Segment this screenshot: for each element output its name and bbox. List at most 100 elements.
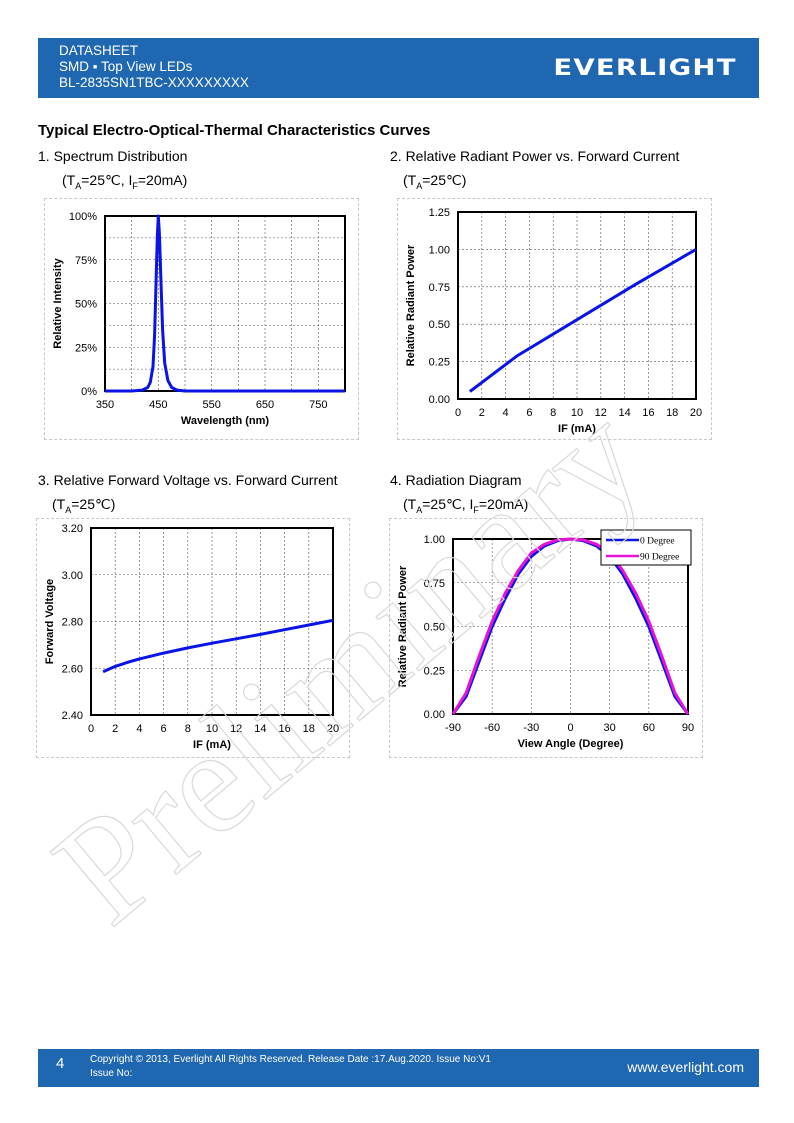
x-tick-label: 450: [149, 399, 167, 411]
website-link[interactable]: www.everlight.com: [627, 1059, 744, 1075]
y-tick-label: 75%: [75, 255, 97, 267]
x-tick-label: 18: [303, 723, 315, 735]
y-tick-label: 0.25: [429, 357, 450, 369]
x-tick-label: 6: [161, 723, 167, 735]
x-axis-label: View Angle (Degree): [518, 738, 624, 750]
header-product-line: SMD ▪ Top View LEDs: [59, 59, 193, 74]
x-tick-label: 14: [254, 723, 266, 735]
x-tick-label: 550: [202, 399, 220, 411]
header-text: DATASHEET SMD ▪ Top View LEDs BL-2835SN1…: [59, 43, 249, 91]
x-tick-label: 12: [230, 723, 242, 735]
x-tick-label: 12: [595, 407, 607, 419]
y-axis-label: Forward Voltage: [44, 579, 56, 664]
y-tick-label: 1.25: [429, 207, 450, 219]
legend-box: [600, 529, 692, 566]
copyright-text: Copyright © 2013, Everlight All Rights R…: [90, 1054, 491, 1065]
x-tick-label: 16: [278, 723, 290, 735]
x-tick-label: 14: [618, 407, 630, 419]
spectrum-chart: 350 450 550 650 750 0% 25% 50% 75% 100% Wavelength…: [44, 198, 359, 440]
y-tick-label: 3.20: [62, 523, 83, 535]
x-tick-label: 2: [479, 407, 485, 419]
y-tick-label: 0.75: [429, 282, 450, 294]
chart1-conditions: (TA=25℃, IF=20mA): [62, 172, 188, 191]
x-tick-label: 0: [567, 722, 573, 734]
legend-label: 0 Degree: [640, 537, 675, 547]
chart3-conditions: (TA=25℃): [52, 496, 116, 515]
x-tick-label: 8: [550, 407, 556, 419]
forward-voltage-chart-svg: 0 2 4 6 8 10 12 14 16 18 20 2.40 2.60 2.80 3.00 3.20 IF …: [44, 523, 339, 751]
issue-number: Issue No:: [90, 1068, 133, 1079]
y-tick-label: 0.75: [424, 578, 445, 590]
x-tick-label: 20: [690, 407, 702, 419]
chart-legend: 0 Degree 90 Degree: [600, 529, 692, 566]
radiant-power-chart: 0 2 4 6 8 10 12 14 16 18 20 0.00 0.25 0.50 0.75 1.00 1.2…: [397, 198, 712, 440]
x-tick-label: 10: [571, 407, 583, 419]
series-line: [468, 248, 697, 393]
chart3-title: 3. Relative Forward Voltage vs. Forward …: [38, 472, 338, 488]
series-line: [105, 214, 345, 393]
chart2-title: 2. Relative Radiant Power vs. Forward Cu…: [390, 148, 680, 164]
x-tick-label: 4: [503, 407, 509, 419]
x-tick-label: 650: [256, 399, 274, 411]
series-line: [102, 618, 334, 674]
page-header: DATASHEET SMD ▪ Top View LEDs BL-2835SN1…: [38, 38, 759, 98]
x-tick-label: 60: [643, 722, 655, 734]
x-tick-label: 90: [682, 722, 694, 734]
y-tick-label: 0.00: [424, 709, 445, 721]
forward-voltage-chart: 0 2 4 6 8 10 12 14 16 18 20 2.40 2.60 2.80 3.00 3.20 IF …: [36, 518, 350, 758]
x-axis-label: IF (mA): [558, 423, 596, 435]
y-tick-label: 0.25: [424, 665, 445, 677]
x-tick-label: -90: [445, 722, 461, 734]
y-axis-label: Relative Radiant Power: [405, 244, 417, 366]
radiation-diagram-chart-svg: -90 -60 -30 0 30 60 90 0.00 0.25 0.50 0.75 1.00 View…: [397, 529, 694, 750]
y-tick-label: 0.00: [429, 394, 450, 406]
section-title: Typical Electro-Optical-Thermal Characte…: [38, 122, 431, 139]
y-tick-label: 1.00: [424, 534, 445, 546]
chart1-title: 1. Spectrum Distribution: [38, 148, 188, 164]
x-axis-label: IF (mA): [193, 739, 231, 751]
y-axis-label: Relative Intensity: [52, 257, 64, 348]
header-part-number: BL-2835SN1TBC-XXXXXXXXX: [59, 75, 249, 90]
x-tick-label: 20: [327, 723, 339, 735]
y-tick-label: 50%: [75, 299, 97, 311]
copyright-block: Copyright © 2013, Everlight All Rights R…: [90, 1053, 491, 1081]
series-line: [451, 537, 690, 715]
x-tick-label: 6: [526, 407, 532, 419]
x-tick-label: 0: [455, 407, 461, 419]
y-tick-label: 0%: [81, 386, 97, 398]
x-tick-label: 4: [136, 723, 142, 735]
x-tick-label: 8: [185, 723, 191, 735]
legend-label: 90 Degree: [640, 553, 679, 563]
radiation-diagram-chart: -90 -60 -30 0 30 60 90 0.00 0.25 0.50 0.75 1.00 View…: [389, 518, 703, 758]
page-number: 4: [56, 1055, 65, 1072]
page-footer: 4 Copyright © 2013, Everlight All Rights…: [38, 1049, 759, 1087]
spectrum-chart-svg: 350 450 550 650 750 0% 25% 50% 75% 100% Wavelength…: [52, 211, 346, 427]
chart4-title: 4. Radiation Diagram: [390, 472, 522, 488]
y-tick-label: 25%: [75, 342, 97, 354]
x-tick-label: 350: [96, 399, 114, 411]
y-axis-label: Relative Radiant Power: [397, 565, 409, 687]
x-tick-label: -60: [484, 722, 500, 734]
x-tick-label: 16: [642, 407, 654, 419]
y-tick-label: 2.40: [62, 710, 83, 722]
everlight-logo: EVERLIGHT: [553, 56, 737, 81]
chart4-conditions: (TA=25℃, IF=20mA): [403, 496, 529, 515]
x-tick-label: 10: [206, 723, 218, 735]
x-tick-label: -30: [523, 722, 539, 734]
radiant-power-chart-svg: 0 2 4 6 8 10 12 14 16 18 20 0.00 0.25 0.50 0.75 1.00 1.2…: [405, 207, 702, 435]
y-tick-label: 2.80: [62, 617, 83, 629]
x-tick-label: 0: [88, 723, 94, 735]
y-tick-label: 0.50: [429, 319, 450, 331]
x-tick-label: 2: [112, 723, 118, 735]
header-doc-type: DATASHEET: [59, 43, 139, 58]
y-tick-label: 0.50: [424, 622, 445, 634]
y-tick-label: 100%: [69, 211, 97, 223]
plot-frame: [457, 211, 697, 400]
x-tick-label: 750: [309, 399, 327, 411]
x-tick-label: 18: [666, 407, 678, 419]
x-tick-label: 30: [604, 722, 616, 734]
y-tick-label: 2.60: [62, 663, 83, 675]
chart2-conditions: (TA=25℃): [403, 172, 467, 191]
y-tick-label: 3.00: [62, 570, 83, 582]
x-axis-label: Wavelength (nm): [181, 415, 270, 427]
